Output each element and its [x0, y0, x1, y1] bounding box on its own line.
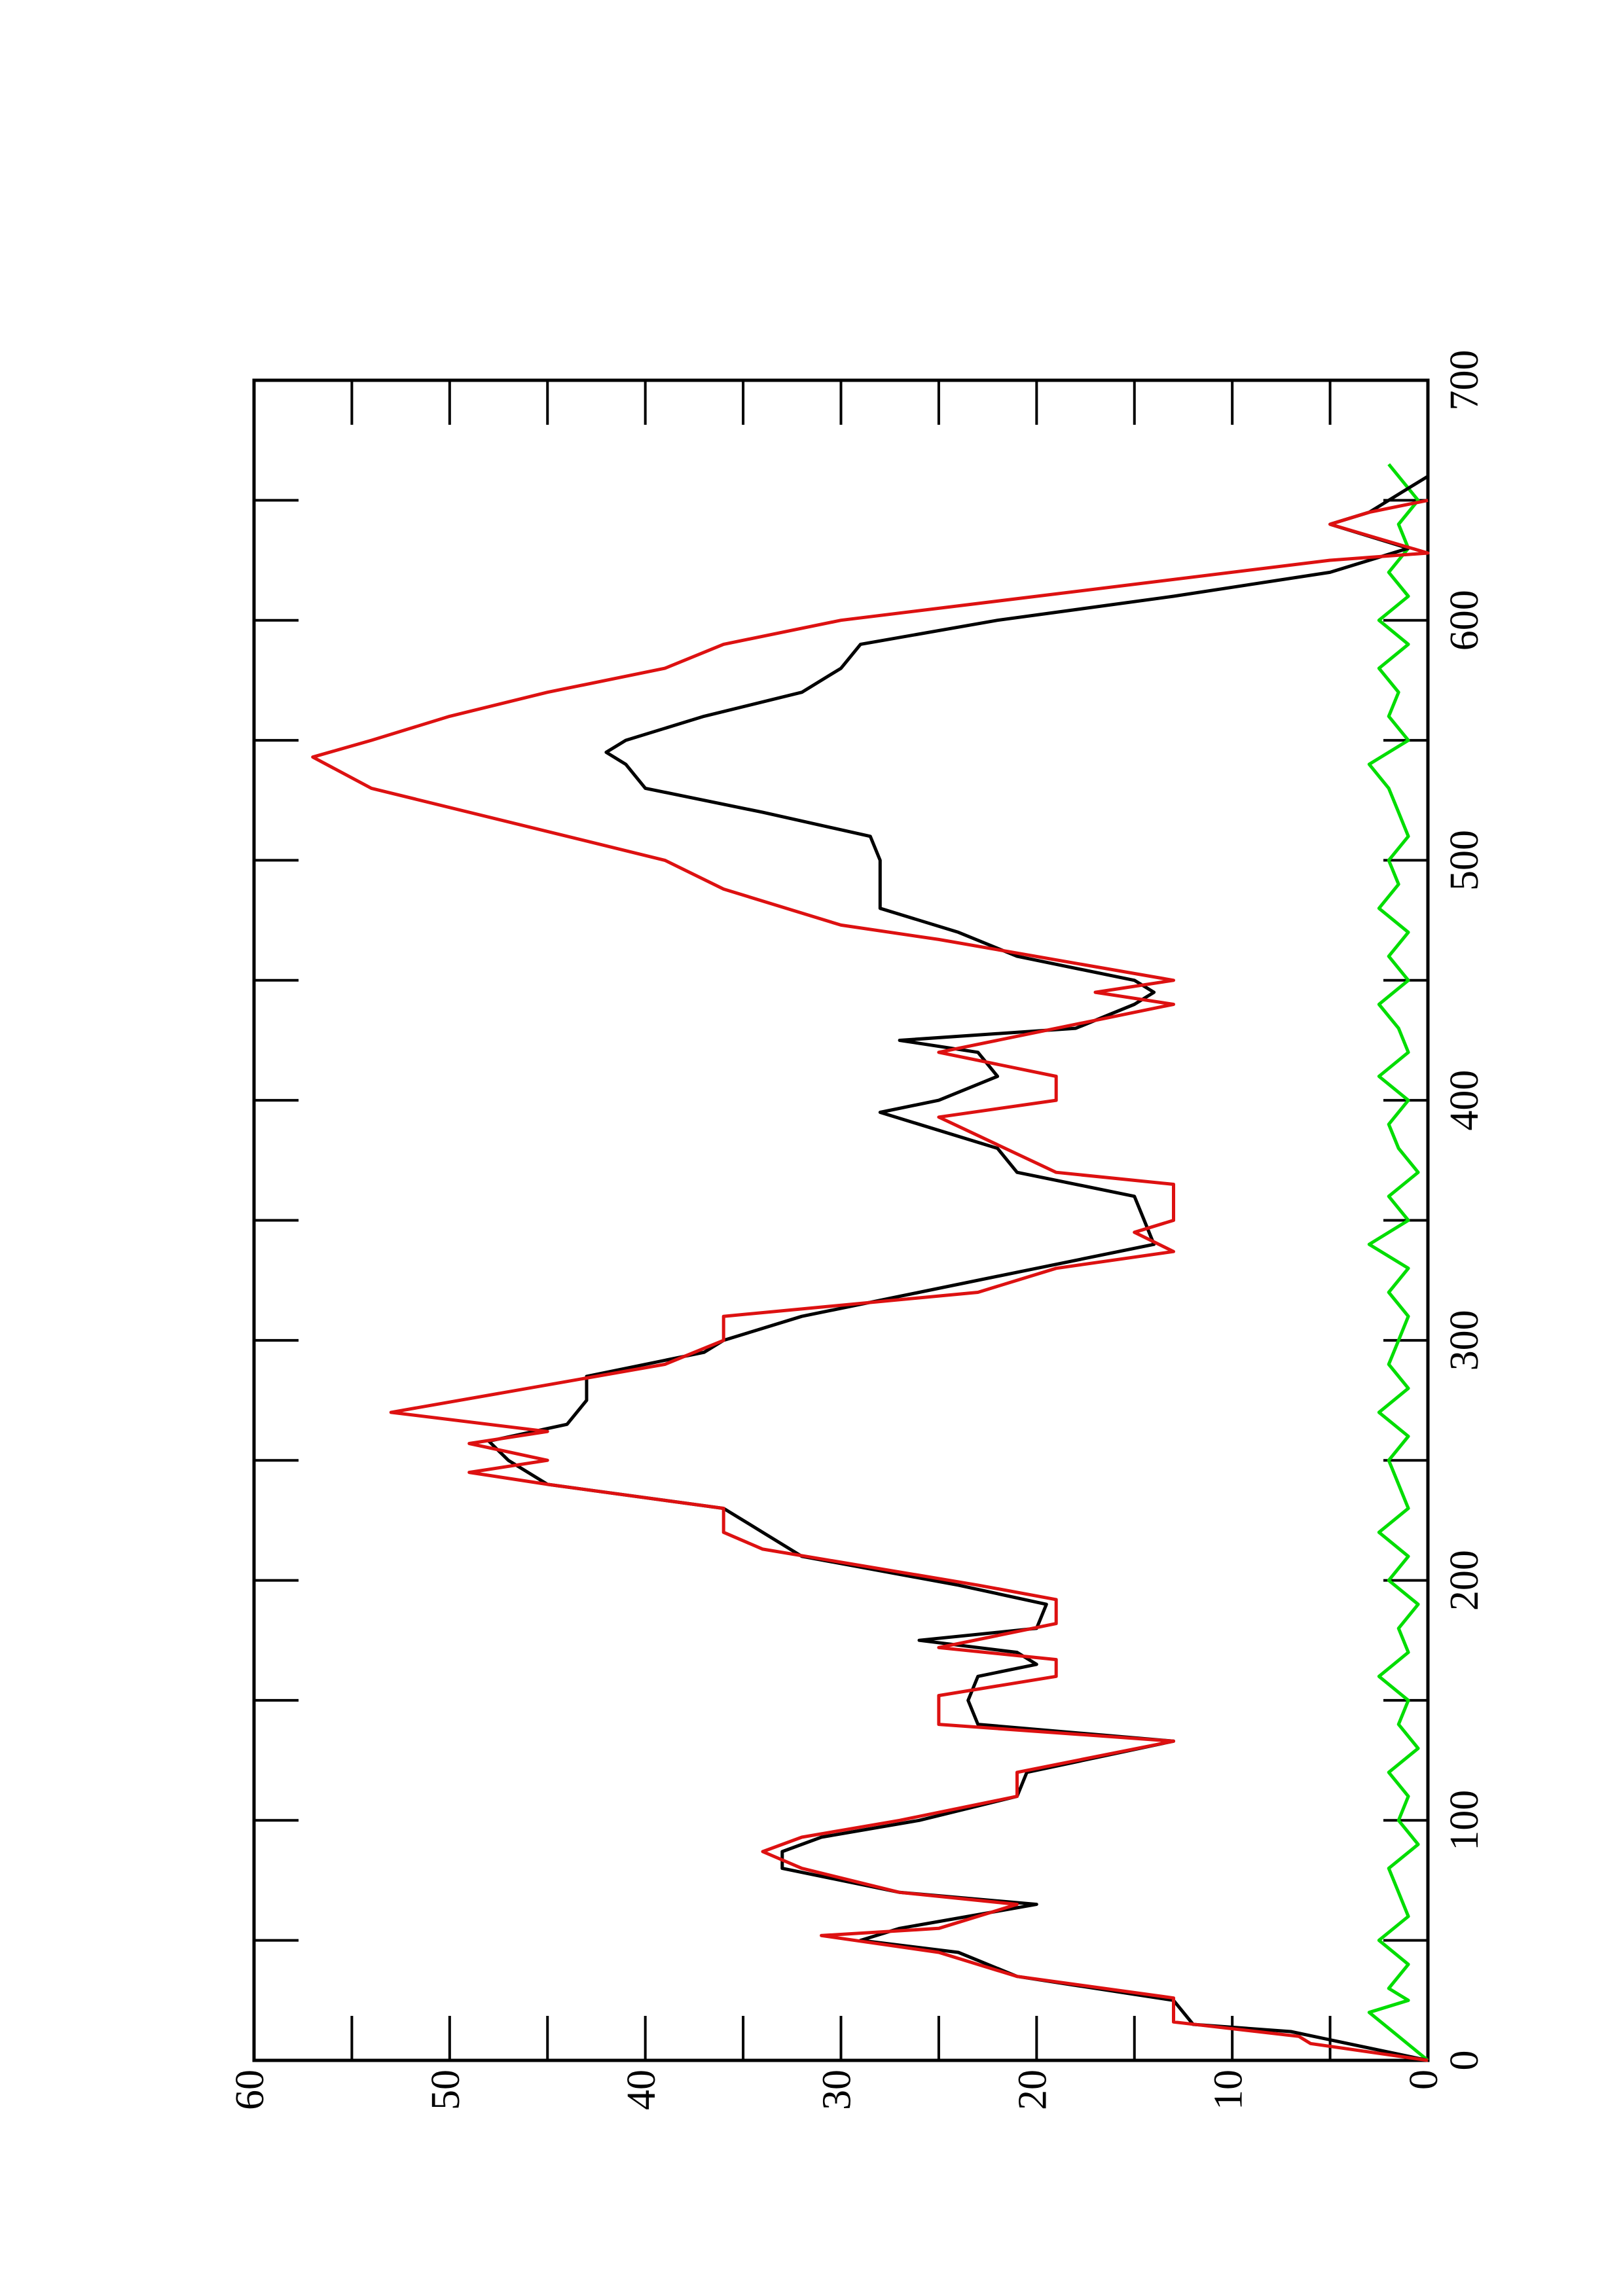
- y-tick-label: 20: [1011, 2070, 1055, 2110]
- x-tick-label: 0: [1442, 2051, 1487, 2071]
- x-tick-label: 600: [1442, 590, 1487, 651]
- y-tick-label: 50: [424, 2070, 468, 2110]
- y-tick-label: 10: [1206, 2070, 1250, 2110]
- x-tick-label: 300: [1442, 1310, 1487, 1371]
- y-tick-label: 0: [1402, 2070, 1446, 2090]
- series-line: [487, 475, 1429, 2062]
- series-line: [311, 498, 1430, 2062]
- x-tick-label: 500: [1442, 830, 1487, 891]
- y-tick-label: 40: [619, 2070, 664, 2110]
- x-tick-label: 700: [1442, 350, 1487, 411]
- x-tick-label: 200: [1442, 1550, 1487, 1611]
- rotated-chart: 0 100 200 300 400 500 600 700 0 10 20 30 40 50 60: [228, 350, 1487, 2111]
- frame: [252, 378, 1430, 2062]
- y-tick-label: 30: [815, 2070, 860, 2110]
- x-tick-label: 100: [1442, 1790, 1487, 1851]
- series-line: [1367, 463, 1429, 2062]
- x-tick-label: 400: [1442, 1070, 1487, 1131]
- y-tick-label: 60: [228, 2070, 272, 2110]
